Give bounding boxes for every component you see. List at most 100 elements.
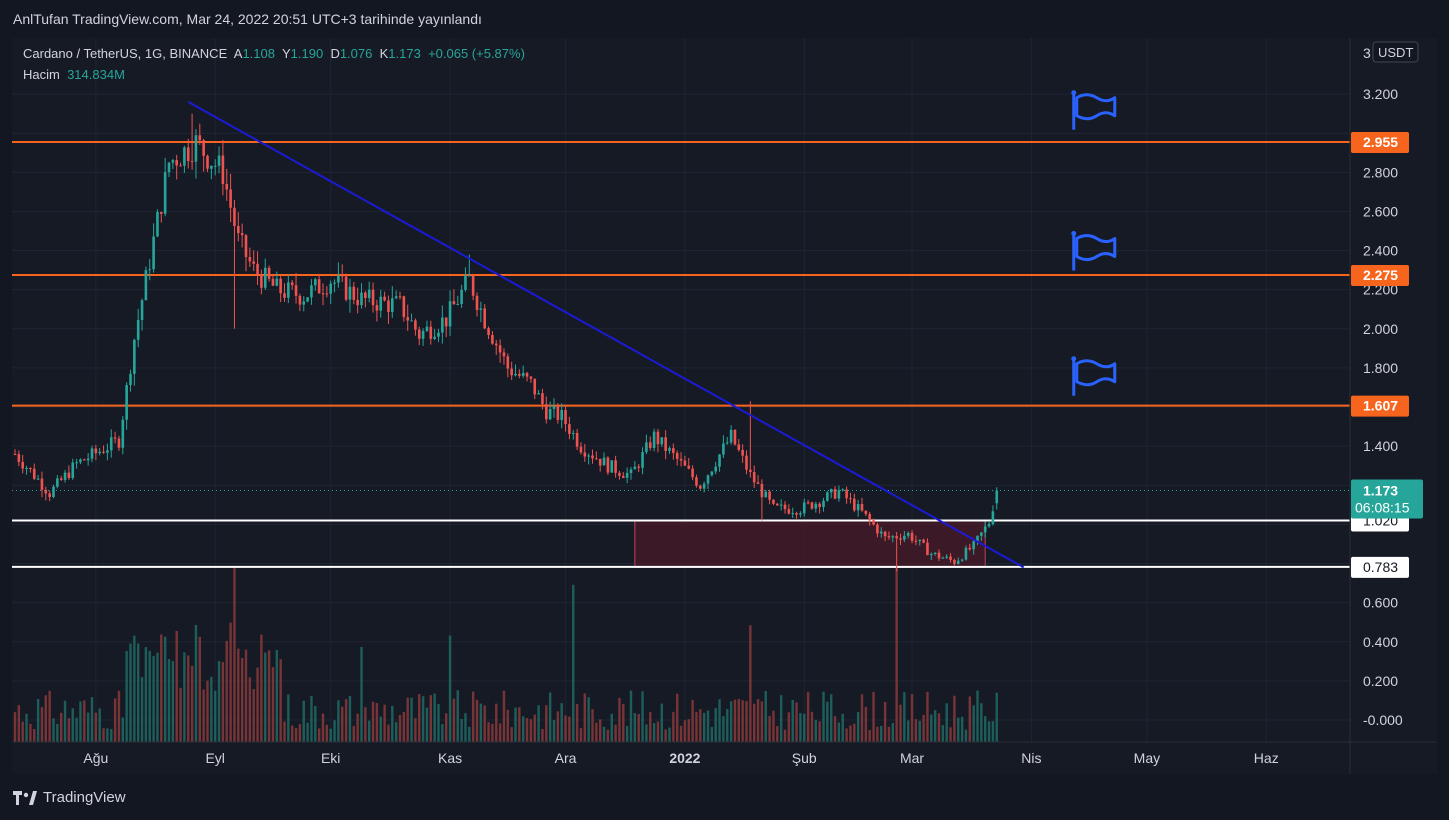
- volume-bar: [267, 650, 271, 742]
- publish-info: AnlTufan TradingView.com, Mar 24, 2022 2…: [13, 11, 482, 27]
- candle-body: [271, 278, 275, 286]
- price-tick-label: 0.200: [1363, 673, 1398, 689]
- volume-bar: [291, 725, 294, 742]
- candle-body: [552, 405, 556, 409]
- volume-bar: [456, 690, 459, 742]
- candle-body: [976, 535, 979, 542]
- candle-body: [802, 502, 806, 514]
- candle-body: [67, 472, 71, 478]
- candle-body: [633, 466, 637, 470]
- candle-body: [429, 326, 433, 339]
- candle-body: [699, 485, 702, 489]
- volume-bar: [679, 725, 683, 742]
- volume-bar: [880, 725, 883, 742]
- candle-body: [822, 500, 825, 508]
- candle-body: [383, 296, 386, 301]
- volume-bar: [237, 648, 240, 742]
- candle-body: [183, 147, 186, 166]
- volume-bar: [125, 650, 128, 742]
- volume-bar: [452, 698, 456, 742]
- candle-body: [479, 308, 483, 310]
- candle-body: [733, 429, 737, 445]
- candle-body: [213, 165, 217, 167]
- volume-bar: [90, 697, 94, 742]
- volume-bar: [152, 655, 155, 742]
- grid: [12, 38, 1350, 742]
- volume-bar: [537, 705, 540, 742]
- candle-body: [783, 504, 787, 510]
- candle-body: [240, 233, 244, 236]
- tradingview-brand[interactable]: TradingView: [13, 789, 126, 806]
- volume-bar: [987, 721, 991, 742]
- time-tick-label: Eki: [321, 750, 340, 766]
- price-tick-label: 2.800: [1363, 164, 1398, 180]
- volume-bar: [283, 721, 286, 742]
- volume-bar: [664, 729, 667, 742]
- time-tick-label: Haz: [1254, 750, 1279, 766]
- candle-body: [675, 452, 679, 459]
- volume-bar: [94, 712, 98, 742]
- candle-body: [845, 489, 848, 499]
- volume-bar: [179, 687, 182, 742]
- candle-body: [360, 292, 363, 306]
- candle-body: [776, 503, 779, 506]
- volume-bar: [302, 700, 305, 742]
- volume-bar: [375, 703, 379, 742]
- candle-body: [44, 489, 48, 494]
- volume-bar: [67, 718, 71, 742]
- volume-value: 314.834M: [67, 67, 125, 82]
- candle-body: [98, 451, 101, 454]
- candle-body: [571, 432, 575, 434]
- volume-bar: [833, 716, 837, 742]
- candle-body: [32, 468, 36, 479]
- volume-bar: [487, 722, 490, 742]
- price-axis: 3.2002.8002.6002.4002.2002.0001.8001.400…: [1349, 38, 1423, 774]
- volume-bar: [676, 693, 679, 742]
- chart-frame[interactable]: 3.200 2.800 2.600 2.400 2.200 2.000 1.800 1.400…: [12, 38, 1437, 774]
- candle-body: [560, 409, 563, 420]
- volume-bar: [695, 712, 698, 742]
- volume-bar: [652, 723, 656, 742]
- candle-body: [818, 503, 821, 508]
- candle-body: [768, 491, 771, 500]
- volume-bar: [529, 719, 533, 742]
- candle-body: [895, 536, 898, 539]
- volume-bar: [183, 652, 186, 742]
- level-label-box: [1351, 132, 1409, 154]
- candle-body: [437, 332, 440, 337]
- volume-bar: [229, 622, 232, 742]
- candle-body: [256, 263, 259, 275]
- volume-bar: [248, 677, 252, 742]
- candle-body: [787, 509, 791, 514]
- level-label: 2.275: [1363, 267, 1398, 283]
- candle-body: [710, 471, 714, 476]
- volume-bar: [741, 700, 744, 742]
- candle-body: [317, 279, 321, 294]
- volume-bar: [876, 726, 879, 742]
- volume-bar: [610, 713, 613, 742]
- candle-body: [695, 477, 698, 486]
- candle-body: [491, 335, 494, 344]
- high-label: Y: [281, 46, 291, 61]
- candle-body: [568, 424, 571, 434]
- publish-bar: AnlTufan TradingView.com, Mar 24, 2022 2…: [0, 0, 1449, 38]
- volume-bar: [910, 694, 914, 742]
- low-value: 1.076: [339, 46, 373, 61]
- volume-bar: [321, 713, 325, 742]
- price-chart[interactable]: 3.2002.8002.6002.4002.2002.0001.8001.400…: [12, 38, 1437, 774]
- volume-label: Hacim: [23, 67, 60, 82]
- horizontal-levels: [12, 141, 1350, 568]
- candle-body: [167, 162, 171, 173]
- volume-bar: [418, 694, 421, 742]
- candle-body: [63, 472, 67, 480]
- volume-bar: [933, 710, 937, 742]
- price-tick-label: 3: [1363, 45, 1371, 61]
- flag-markers: [1071, 90, 1117, 396]
- volume-bar: [117, 690, 121, 742]
- volume-bar: [783, 729, 787, 742]
- candle-body: [117, 438, 121, 448]
- candle-body: [864, 510, 868, 515]
- candle-body: [267, 267, 271, 279]
- candle-body: [548, 408, 552, 420]
- volume-bar: [745, 701, 748, 742]
